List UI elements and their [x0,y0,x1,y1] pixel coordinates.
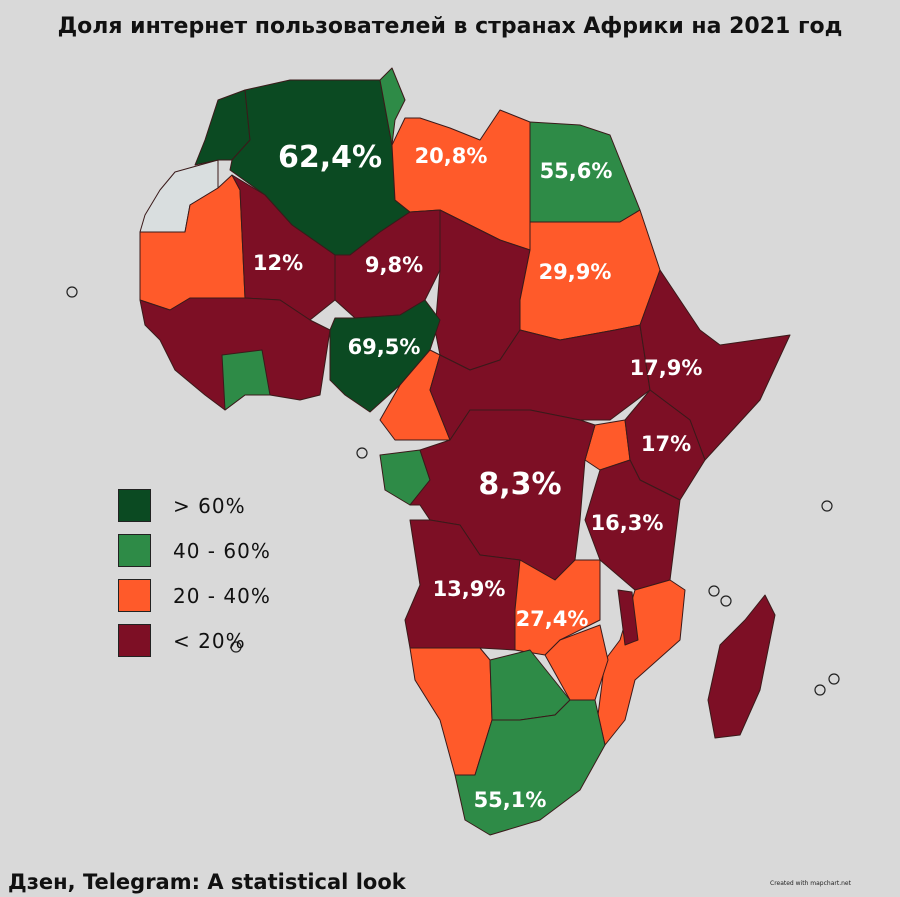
region-tunisia [379,67,406,146]
island-reunion [814,684,826,696]
map-title: Доля интернет пользователей в странах Аф… [57,14,843,39]
legend-label: 20 - 40% [173,583,271,608]
region-madagascar [707,594,776,739]
label-south-africa: 55,1% [474,788,547,812]
legend-label: 40 - 60% [173,538,271,563]
region-south-africa [454,699,606,836]
region-malawi [617,589,639,646]
legend-item-20-40: 20 - 40% [118,573,271,618]
label-drc: 8,3% [478,467,561,502]
legend-item-lt20: < 20% [118,618,271,663]
label-kenya: 17% [641,432,691,456]
mapchart-credit: Created with mapchart.net [770,880,851,887]
island-st-helena [230,641,242,653]
region-ivory-coast [221,349,271,411]
label-mali: 12% [253,251,303,275]
legend-label: > 60% [173,493,246,518]
region-namibia [409,647,493,776]
island-comoros-2 [720,595,732,607]
source-footer: Дзен, Telegram: A statistical look [8,870,406,894]
label-libya: 20,8% [415,144,488,168]
island-cape-verde [66,286,78,298]
label-angola: 13,9% [433,577,506,601]
label-ethiopia: 17,9% [630,356,703,380]
legend-swatch [118,534,151,567]
label-niger: 9,8% [365,253,423,277]
label-egypt: 55,6% [540,159,613,183]
label-nigeria: 69,5% [348,335,421,359]
legend-label: < 20% [173,628,246,653]
label-algeria: 62,4% [278,140,382,175]
island-mauritius [828,673,840,685]
legend-swatch [118,624,151,657]
island-sao-tome [356,447,368,459]
legend-swatch [118,489,151,522]
label-zambia: 27,4% [516,607,589,631]
region-mali [231,174,336,321]
region-zambia [514,559,601,656]
map-legend: > 60% 40 - 60% 20 - 40% < 20% [118,483,271,663]
legend-swatch [118,579,151,612]
legend-item-gt60: > 60% [118,483,271,528]
label-sudan: 29,9% [539,260,612,284]
label-tanzania: 16,3% [591,511,664,535]
legend-item-40-60: 40 - 60% [118,528,271,573]
island-comoros [708,585,720,597]
region-mozambique [597,579,686,746]
island-seychelles [821,500,833,512]
